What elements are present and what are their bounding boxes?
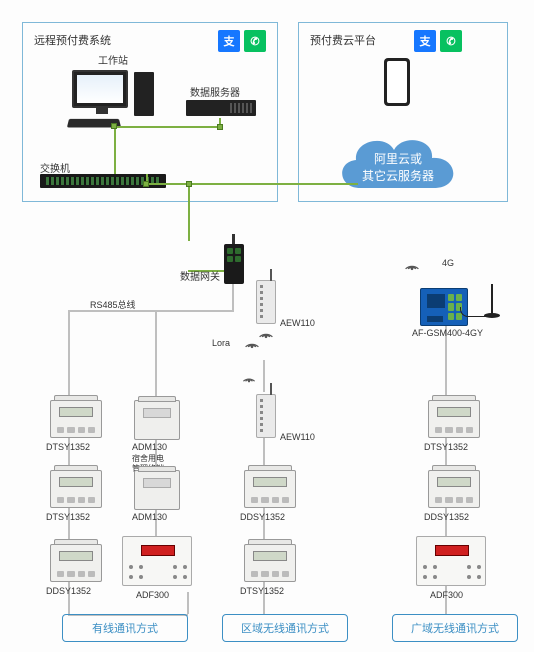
gray-line-7 [68, 594, 70, 614]
monitor-icon [72, 70, 128, 108]
antenna-4g-icon [476, 278, 508, 318]
meter-label: DTSY1352 [46, 512, 90, 522]
green-line-5 [188, 183, 190, 241]
gateway-label: 数据网关 [180, 268, 220, 283]
green-line-6 [188, 183, 358, 185]
afgsm-label: AF-GSM400-4GY [412, 328, 483, 338]
cloud-line2: 其它云服务器 [330, 167, 466, 184]
adm-label: ADM130 [132, 442, 167, 452]
meter-label: DDSY1352 [424, 512, 469, 522]
green-line-1 [114, 126, 220, 128]
wechat-icon: ✆ [440, 30, 462, 52]
meter-DDSY1352 [50, 544, 102, 582]
node-0 [111, 123, 117, 129]
meter-DDSY1352 [244, 470, 296, 508]
adm-label: ADM130 [132, 512, 167, 522]
cloud-line1: 阿里云或 [330, 150, 466, 167]
aew110-top-icon [256, 280, 276, 324]
aew110-mid-label: AEW110 [280, 432, 315, 442]
left-box-title: 远程预付费系统 [34, 32, 111, 48]
aew110-top-label: AEW110 [280, 318, 315, 328]
meter-label: DTSY1352 [240, 586, 284, 596]
meter-label: DTSY1352 [46, 442, 90, 452]
meter-label: DTSY1352 [424, 442, 468, 452]
node-2 [186, 181, 192, 187]
meter-DDSY1352 [428, 470, 480, 508]
wifi-icon-0 [258, 324, 274, 340]
data-server-label: 数据服务器 [190, 84, 240, 99]
adm-ADM130 [134, 470, 180, 510]
lora-label: Lora [212, 338, 230, 348]
wechat-icon: ✆ [244, 30, 266, 52]
gray-line-4 [263, 360, 265, 392]
meter-DTSY1352 [244, 544, 296, 582]
phone-icon [384, 58, 410, 106]
gray-line-0 [232, 282, 234, 310]
node-1 [143, 181, 149, 187]
switch-label: 交换机 [40, 160, 70, 175]
gray-line-8 [187, 592, 189, 614]
meter-label: DDSY1352 [46, 586, 91, 596]
method-button-1[interactable]: 区域无线通讯方式 [222, 614, 348, 642]
4g-label: 4G [442, 258, 454, 268]
server-icon [186, 100, 256, 116]
adf-ADF300 [416, 536, 486, 586]
meter-DTSY1352 [50, 400, 102, 438]
green-line-4 [146, 183, 190, 185]
alipay-icon: 支 [414, 30, 436, 52]
aew110-mid-icon [256, 394, 276, 438]
method-button-2[interactable]: 广域无线通讯方式 [392, 614, 518, 642]
pc-tower-icon [134, 72, 154, 116]
adf-label: ADF300 [430, 590, 463, 600]
rs485-label: RS485总线 [90, 298, 136, 311]
adf-ADF300 [122, 536, 192, 586]
gray-line-10 [263, 594, 265, 614]
method-button-0[interactable]: 有线通讯方式 [62, 614, 188, 642]
alipay-icon: 支 [218, 30, 240, 52]
cloud-text: 阿里云或其它云服务器 [330, 150, 466, 184]
meter-DTSY1352 [50, 470, 102, 508]
wifi-icon-1 [244, 334, 260, 350]
adm-ADM130 [134, 400, 180, 440]
gateway-icon [224, 244, 244, 284]
right-box-title: 预付费云平台 [310, 32, 376, 48]
node-3 [217, 124, 223, 130]
meter-DTSY1352 [428, 400, 480, 438]
wifi-icon-2 [242, 370, 256, 384]
meter-label: DDSY1352 [240, 512, 285, 522]
green-line-0 [114, 126, 116, 174]
adf-label: ADF300 [136, 590, 169, 600]
workstation-label: 工作站 [98, 52, 128, 67]
wifi-icon-3 [404, 256, 420, 272]
